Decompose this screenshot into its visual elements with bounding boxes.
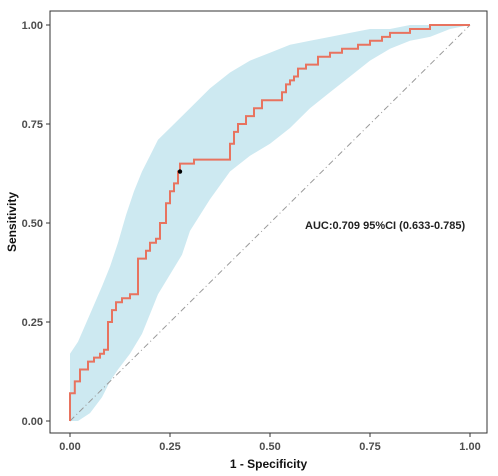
y-tick-label: 0.50: [22, 218, 43, 230]
y-axis-title: Sensitivity: [5, 192, 19, 252]
y-tick-label: 1.00: [22, 20, 43, 32]
plot-area: [69, 24, 471, 422]
x-tick-label: 0.50: [259, 441, 280, 453]
roc-curve: [69, 24, 470, 421]
x-tick-label: 0.25: [159, 441, 180, 453]
x-tick-label: 0.75: [359, 441, 380, 453]
reference-diagonal: [69, 24, 471, 422]
y-tick-label: 0.75: [22, 119, 43, 131]
y-tick-label: 0.00: [22, 416, 43, 428]
plot-frame: [49, 10, 488, 434]
axis-ticks: 0.00 0.25 0.50 0.75 1.00 0.00 0.25 0.50 0.75 1.00: [22, 20, 481, 453]
optimal-cutoff-point: [177, 169, 183, 174]
x-tick-label: 1.00: [459, 441, 480, 453]
x-axis-title: 1 - Specificity: [230, 457, 308, 471]
x-tick-label: 0.00: [59, 441, 80, 453]
auc-annotation: AUC:0.709 95%CI (0.633-0.785): [305, 220, 466, 232]
y-tick-label: 0.25: [22, 317, 43, 329]
